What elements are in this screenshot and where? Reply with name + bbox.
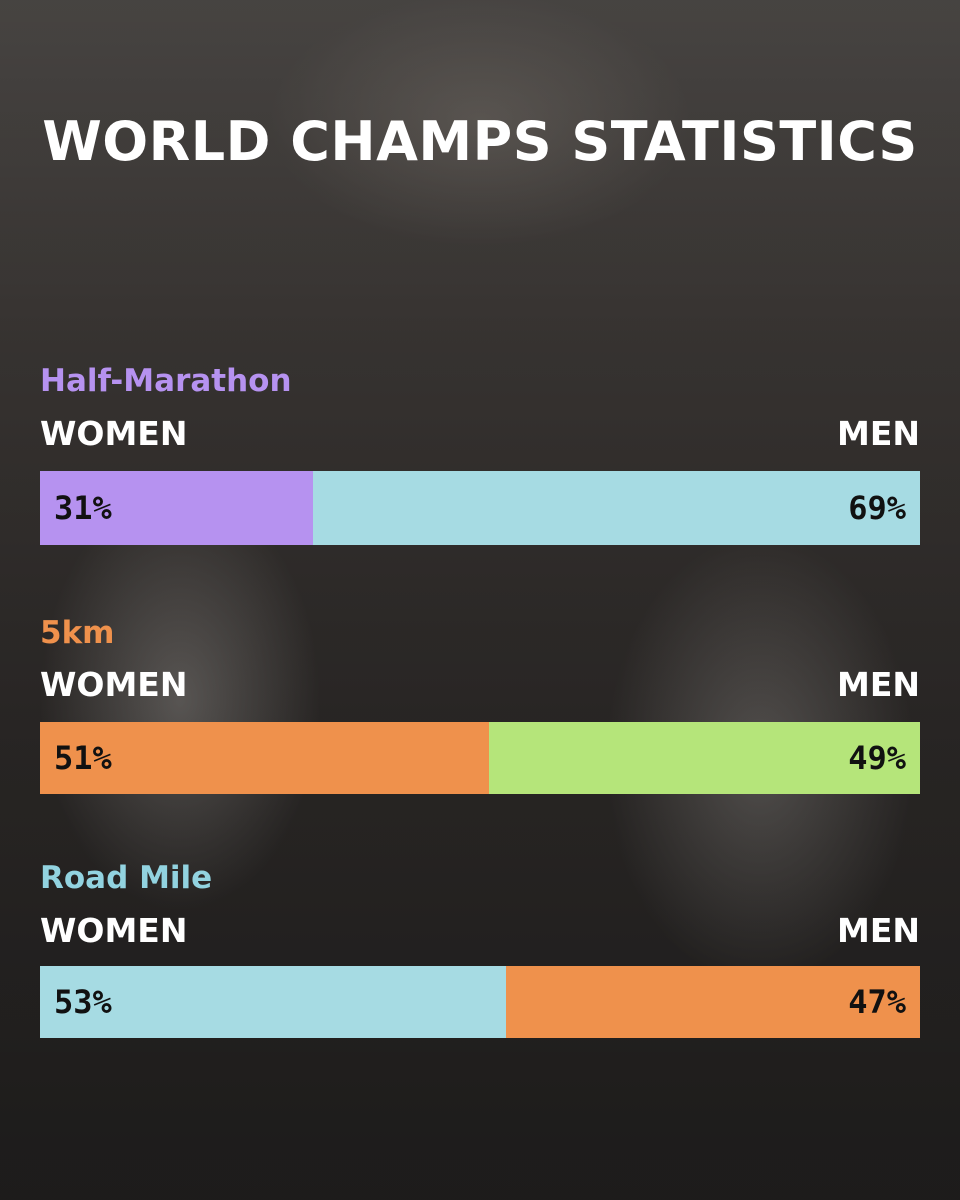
- event-title-half-marathon: Half-Marathon: [40, 363, 292, 399]
- bar-value-men: 69%: [848, 489, 906, 527]
- women-label: WOMEN: [40, 911, 188, 950]
- women-label: WOMEN: [40, 665, 188, 704]
- bar-value-men: 49%: [848, 739, 906, 777]
- bar-segment-men: 69%: [312, 471, 920, 545]
- bar-half-marathon: 31% 69%: [40, 471, 920, 545]
- bar-value-women: 31%: [54, 489, 112, 527]
- bar-segment-women: 53%: [40, 966, 507, 1038]
- women-label: WOMEN: [40, 414, 188, 453]
- bar-value-men: 47%: [848, 983, 906, 1021]
- men-label: MEN: [837, 911, 920, 950]
- men-label: MEN: [837, 665, 920, 704]
- bar-segment-men: 47%: [506, 966, 920, 1038]
- bar-segment-women: 31%: [40, 471, 313, 545]
- bar-road-mile: 53% 47%: [40, 966, 920, 1038]
- event-title-road-mile: Road Mile: [40, 860, 213, 896]
- bar-value-women: 53%: [54, 983, 112, 1021]
- event-title-5km: 5km: [40, 615, 115, 651]
- bar-segment-women: 51%: [40, 722, 489, 794]
- bar-segment-men: 49%: [488, 722, 920, 794]
- bar-5km: 51% 49%: [40, 722, 920, 794]
- men-label: MEN: [837, 414, 920, 453]
- bar-value-women: 51%: [54, 739, 112, 777]
- page-title: WORLD CHAMPS STATISTICS: [42, 110, 918, 173]
